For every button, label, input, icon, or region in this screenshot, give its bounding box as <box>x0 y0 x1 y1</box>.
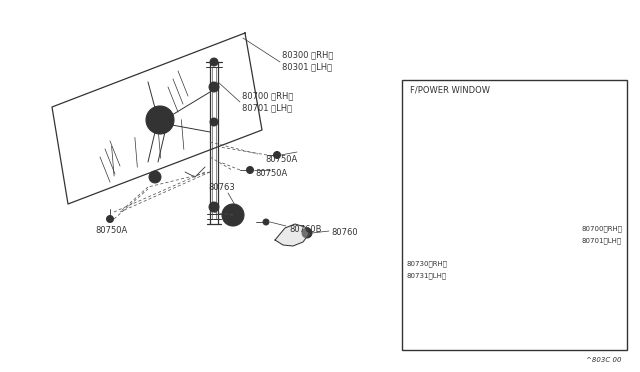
Circle shape <box>212 121 216 124</box>
Circle shape <box>522 113 532 123</box>
Polygon shape <box>52 33 262 204</box>
Circle shape <box>109 218 111 221</box>
Circle shape <box>467 218 487 238</box>
Circle shape <box>302 228 312 238</box>
Circle shape <box>464 272 470 278</box>
Circle shape <box>474 167 480 173</box>
Circle shape <box>273 151 280 158</box>
Circle shape <box>248 169 252 171</box>
Text: F/POWER WINDOW: F/POWER WINDOW <box>410 85 490 94</box>
Text: 80700〈RH〉: 80700〈RH〉 <box>582 225 623 232</box>
Text: 80750A: 80750A <box>95 225 127 234</box>
Circle shape <box>525 116 529 120</box>
Circle shape <box>210 118 218 126</box>
Circle shape <box>474 225 479 231</box>
Circle shape <box>209 82 219 92</box>
Text: 80301 〈LH〉: 80301 〈LH〉 <box>282 62 332 71</box>
Circle shape <box>263 219 269 225</box>
Circle shape <box>146 106 174 134</box>
Text: 80730〈RH〉: 80730〈RH〉 <box>407 260 448 267</box>
Text: 80763: 80763 <box>208 183 235 192</box>
Polygon shape <box>275 224 309 246</box>
Circle shape <box>465 158 489 182</box>
Text: 80701 〈LH〉: 80701 〈LH〉 <box>242 103 292 112</box>
Text: 80750A: 80750A <box>265 154 297 164</box>
Circle shape <box>106 215 113 222</box>
Text: 80760: 80760 <box>331 228 358 237</box>
Circle shape <box>230 212 236 218</box>
Circle shape <box>149 171 161 183</box>
Circle shape <box>210 58 218 66</box>
Circle shape <box>460 268 474 282</box>
Text: 80700 〈RH〉: 80700 〈RH〉 <box>242 92 293 100</box>
Circle shape <box>275 154 278 157</box>
Text: ^803C 00: ^803C 00 <box>586 357 622 363</box>
Circle shape <box>212 205 216 209</box>
Circle shape <box>212 85 216 89</box>
Text: 80731〈LH〉: 80731〈LH〉 <box>407 272 447 279</box>
Circle shape <box>246 167 253 173</box>
Bar <box>402 80 627 350</box>
Text: 80701〈LH〉: 80701〈LH〉 <box>582 237 622 244</box>
Text: 80300 〈RH〉: 80300 〈RH〉 <box>282 51 333 60</box>
Text: 80760B: 80760B <box>289 224 321 234</box>
Circle shape <box>222 204 244 226</box>
Circle shape <box>212 61 216 64</box>
Circle shape <box>157 117 163 123</box>
Text: 80750A: 80750A <box>255 169 287 177</box>
Circle shape <box>305 231 310 235</box>
Circle shape <box>265 221 267 223</box>
Circle shape <box>209 202 219 212</box>
Circle shape <box>152 174 158 180</box>
